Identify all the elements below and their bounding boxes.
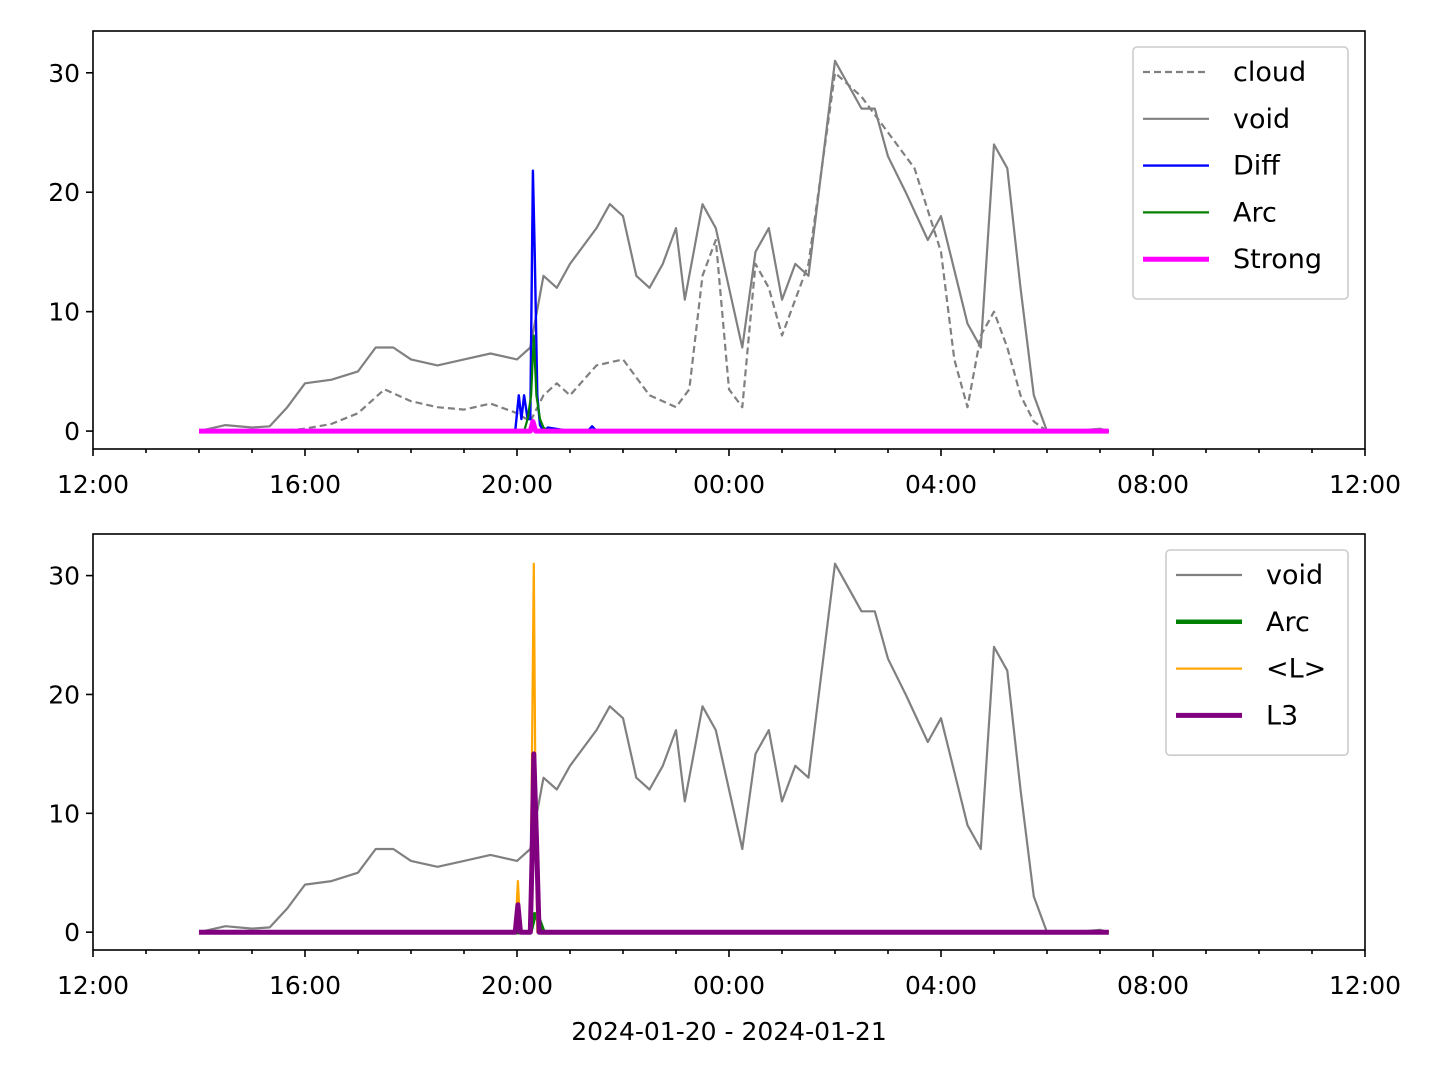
bottom-chart-panel: 0 10 20 30 12:00 16:00 20:00 00:00 04:00 08:00 12:… <box>48 533 1401 1046</box>
x-tick-label: 04:00 <box>905 470 977 499</box>
series-line-diff <box>199 169 1109 433</box>
legend-label-strong: Strong <box>1233 244 1322 275</box>
y-tick-label: 20 <box>48 680 80 709</box>
y-tick-label: 20 <box>48 178 80 207</box>
x-tick-label: 12:00 <box>1329 470 1401 499</box>
top-chart-panel: 0 10 20 30 12:00 16:00 20:00 00:00 04:00 08:00 12:… <box>48 30 1401 499</box>
x-tick-label: 16:00 <box>269 470 341 499</box>
plot-area <box>198 59 1110 434</box>
x-axis-label: 2024-01-20 - 2024-01-21 <box>571 1017 887 1046</box>
x-tick-label: 08:00 <box>1117 470 1189 499</box>
y-tick-label: 30 <box>48 562 80 591</box>
legend-label-l3: L3 <box>1266 700 1298 731</box>
legend-box <box>1165 549 1349 756</box>
x-tick-label: 08:00 <box>1117 971 1189 1000</box>
x-tick-label: 12:00 <box>57 971 129 1000</box>
x-tick-label: 12:00 <box>1329 971 1401 1000</box>
y-tick-label: 10 <box>48 799 80 828</box>
legend-label-cloud: cloud <box>1233 57 1306 88</box>
x-tick-label: 00:00 <box>693 470 765 499</box>
series-line-cloud <box>199 71 1109 433</box>
x-tick-label: 20:00 <box>481 971 553 1000</box>
series-line-l <box>199 562 1109 934</box>
series-line-strong <box>199 419 1109 434</box>
x-tick-label: 12:00 <box>57 470 129 499</box>
y-tick-label: 10 <box>48 298 80 327</box>
series-line-l3 <box>199 751 1109 935</box>
plot-area <box>198 562 1110 935</box>
x-tick-label: 16:00 <box>269 971 341 1000</box>
legend: cloud void Diff Arc Strong <box>1132 46 1349 300</box>
x-tick-label: 00:00 <box>693 971 765 1000</box>
series-line-void <box>198 59 1110 433</box>
x-tick-label: 20:00 <box>481 470 553 499</box>
legend-label-diff: Diff <box>1233 151 1281 182</box>
legend-label-arc: Arc <box>1266 607 1310 638</box>
y-tick-label: 30 <box>48 59 80 88</box>
y-tick-label: 0 <box>64 417 80 446</box>
series-line-void <box>198 562 1110 934</box>
legend-box <box>1132 46 1349 300</box>
legend: void Arc <L> L3 <box>1165 549 1349 756</box>
legend-label-l: <L> <box>1266 654 1326 685</box>
legend-label-void: void <box>1266 560 1323 591</box>
legend-label-void: void <box>1233 104 1290 135</box>
y-tick-label: 0 <box>64 918 80 947</box>
x-tick-label: 04:00 <box>905 971 977 1000</box>
legend-label-arc: Arc <box>1233 197 1277 228</box>
series-line-arc <box>199 912 1109 935</box>
